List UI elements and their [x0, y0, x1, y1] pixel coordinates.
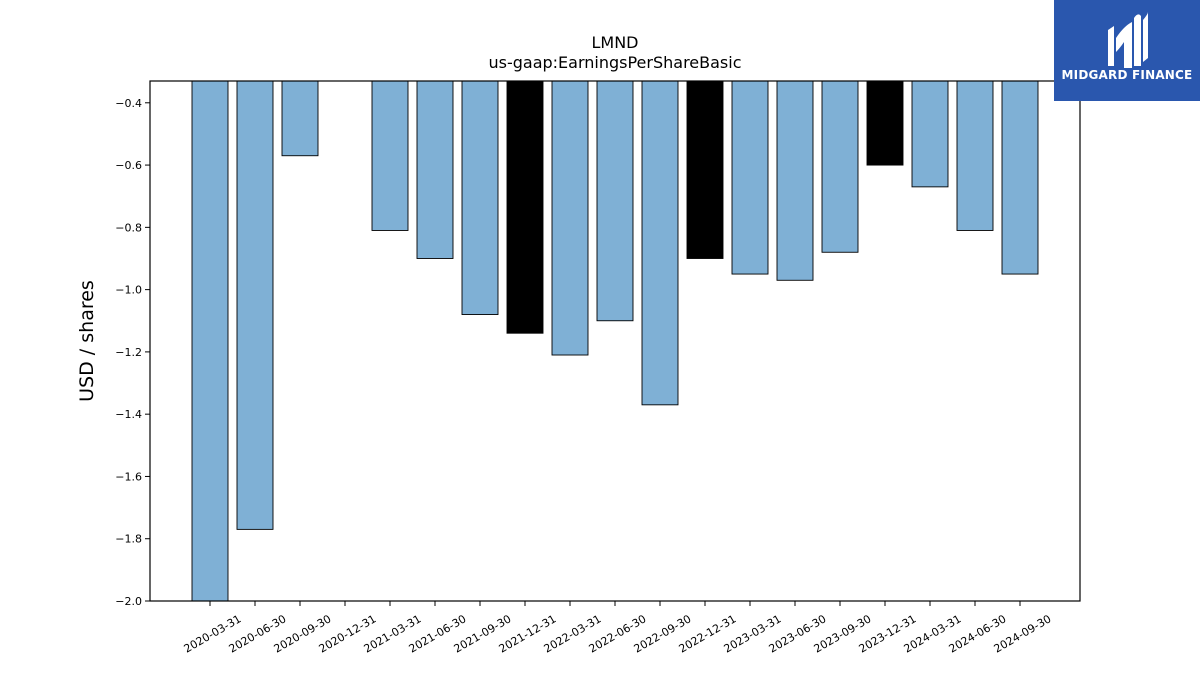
- bar-2023-09-30: [821, 80, 859, 253]
- chart-title: LMND: [591, 33, 638, 52]
- y-ticks-group: −0.4 −0.6 −0.8 −1.0 −1.2 −1.4 −1.6 −1.8 −2.0: [115, 97, 150, 608]
- bar-2020-03-31: [191, 80, 229, 602]
- y-tick-label: −1.0: [115, 284, 142, 297]
- bars-group: [191, 80, 1039, 602]
- chart-subtitle: us-gaap:EarningsPerShareBasic: [488, 53, 741, 72]
- y-tick-label: −0.6: [115, 159, 142, 172]
- plot-frame: [149, 80, 1081, 602]
- bar-2020-09-30: [281, 80, 319, 157]
- bar-2022-06-30: [596, 80, 634, 322]
- bar-2022-09-30: [641, 80, 679, 406]
- y-tick-label: −1.6: [115, 470, 142, 483]
- bar-2024-03-31: [911, 80, 949, 188]
- brand-logo: MIDGARD FINANCE: [1054, 0, 1200, 101]
- y-tick-label: −2.0: [115, 595, 142, 608]
- bar-2022-03-31: [551, 80, 589, 356]
- bar-2021-03-31: [371, 80, 409, 231]
- y-tick-label: −0.4: [115, 97, 142, 110]
- bar-2023-06-30: [776, 80, 814, 281]
- bar-2024-06-30: [956, 80, 994, 231]
- y-axis-label: USD / shares: [76, 280, 98, 402]
- y-tick-label: −1.8: [115, 533, 142, 546]
- bar-2023-12-31: [866, 80, 904, 166]
- brand-name: MIDGARD FINANCE: [1061, 68, 1193, 82]
- bar-2021-06-30: [416, 80, 454, 259]
- bar-2024-09-30: [1001, 80, 1039, 275]
- y-tick-label: −0.8: [115, 221, 142, 234]
- bar-2022-12-31: [686, 80, 724, 259]
- bar-2021-09-30: [461, 80, 499, 315]
- bar-2020-06-30: [236, 80, 274, 530]
- bar-2023-03-31: [731, 80, 769, 275]
- x-ticks-group: 2020-03-312020-06-302020-09-302020-12-31…: [182, 601, 1054, 656]
- bar-2021-12-31: [506, 80, 544, 334]
- y-tick-label: −1.2: [115, 346, 142, 359]
- midgard-logo-icon: [1108, 12, 1148, 68]
- y-tick-label: −1.4: [115, 408, 142, 421]
